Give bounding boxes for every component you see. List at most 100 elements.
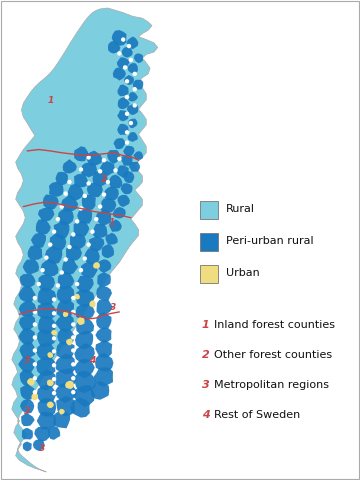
Polygon shape [55,172,68,185]
Polygon shape [57,300,74,317]
Text: 2: 2 [101,175,107,184]
Circle shape [129,59,132,61]
Polygon shape [86,151,102,166]
Polygon shape [133,151,143,160]
Polygon shape [27,378,35,385]
Circle shape [68,180,71,183]
Polygon shape [47,380,54,386]
Polygon shape [117,84,129,96]
Polygon shape [48,426,60,440]
Text: 1: 1 [47,96,53,105]
Polygon shape [20,384,35,400]
Circle shape [127,45,130,48]
Polygon shape [61,195,78,212]
Polygon shape [127,132,138,142]
Polygon shape [33,439,45,451]
Polygon shape [18,355,36,373]
Polygon shape [19,301,36,316]
Circle shape [114,169,117,172]
Polygon shape [48,352,53,358]
Polygon shape [109,219,122,232]
Polygon shape [76,304,95,321]
Circle shape [126,80,129,83]
Polygon shape [100,161,115,176]
Polygon shape [54,354,75,374]
Circle shape [99,205,102,208]
Polygon shape [58,208,74,226]
Polygon shape [19,315,35,332]
Circle shape [33,363,36,366]
Circle shape [129,121,132,125]
Text: 4: 4 [202,410,210,420]
Polygon shape [23,442,32,451]
Polygon shape [73,385,95,407]
Polygon shape [117,124,129,135]
Circle shape [133,104,136,107]
Text: Inland forest counties: Inland forest counties [214,320,335,330]
Circle shape [83,257,86,260]
Text: 3: 3 [24,407,30,416]
Circle shape [87,182,90,185]
Polygon shape [18,286,36,302]
Text: Rural: Rural [226,204,255,214]
Text: 1: 1 [202,320,210,330]
Polygon shape [113,207,126,218]
Circle shape [41,269,44,272]
Polygon shape [95,353,113,372]
Polygon shape [123,171,134,183]
Polygon shape [108,41,120,54]
Polygon shape [49,182,64,197]
Polygon shape [121,154,132,166]
Polygon shape [84,248,100,264]
Polygon shape [37,384,57,404]
Polygon shape [117,195,130,207]
Circle shape [126,131,129,134]
Text: 3: 3 [24,356,30,365]
Circle shape [33,311,36,313]
Polygon shape [81,162,97,178]
Text: 1: 1 [109,218,115,227]
Circle shape [123,66,127,69]
Circle shape [76,283,78,286]
Circle shape [72,297,75,300]
Text: Metropolitan regions: Metropolitan regions [214,380,329,390]
Circle shape [126,112,129,115]
Polygon shape [20,274,36,288]
Polygon shape [56,342,75,360]
Polygon shape [75,371,96,393]
Polygon shape [87,183,103,197]
Bar [200,265,218,283]
Polygon shape [37,412,57,430]
Circle shape [53,392,55,395]
Polygon shape [37,329,57,348]
Circle shape [99,170,102,173]
Polygon shape [77,208,92,224]
Polygon shape [38,207,54,222]
Circle shape [72,363,75,366]
Circle shape [103,193,105,196]
Circle shape [37,283,40,286]
Polygon shape [95,339,112,358]
Circle shape [68,245,71,249]
Polygon shape [117,166,129,178]
Text: 3: 3 [111,303,117,312]
Circle shape [53,337,55,340]
Polygon shape [76,289,94,308]
Polygon shape [82,194,96,211]
Polygon shape [23,259,39,274]
Polygon shape [38,316,57,334]
Polygon shape [65,381,74,389]
Bar [200,233,218,251]
Polygon shape [58,271,75,289]
Polygon shape [31,233,46,248]
Polygon shape [75,276,94,293]
Polygon shape [94,367,113,387]
Circle shape [72,233,75,236]
Circle shape [72,391,75,394]
Polygon shape [22,428,33,440]
Polygon shape [45,246,62,264]
Text: 3: 3 [202,380,210,390]
Polygon shape [74,146,89,161]
Circle shape [33,323,36,326]
Circle shape [57,217,59,221]
